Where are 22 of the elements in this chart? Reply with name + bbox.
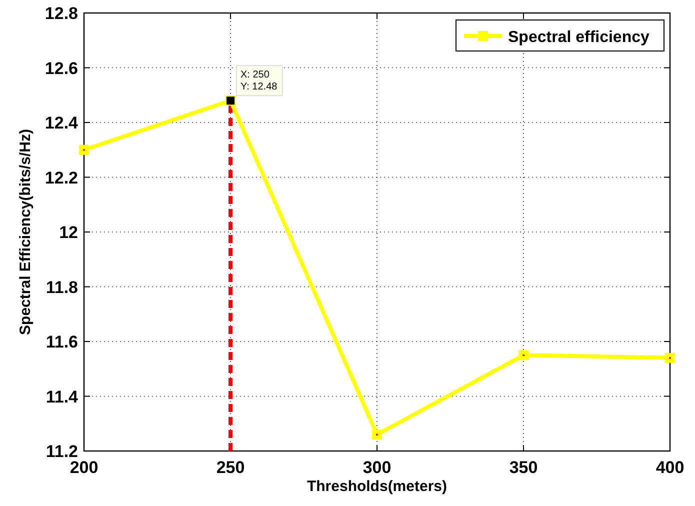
x-tick-label: 300 bbox=[362, 458, 392, 477]
x-axis-title: Thresholds(meters) bbox=[306, 478, 448, 495]
point bbox=[79, 144, 89, 155]
y-tick-label: 12.8 bbox=[44, 4, 78, 23]
x-tick-label: 250 bbox=[216, 458, 245, 477]
point bbox=[665, 352, 675, 363]
y-tick-label: 12.2 bbox=[44, 168, 78, 188]
y-tick-label: 11.2 bbox=[46, 442, 78, 461]
point bbox=[372, 430, 382, 440]
y-tick-label: 11.4 bbox=[46, 387, 79, 406]
y-tick-label: 12.6 bbox=[44, 58, 78, 78]
point bbox=[518, 350, 528, 360]
y-tick-label: 12 bbox=[59, 223, 78, 242]
x-tick-label: 200 bbox=[70, 458, 98, 477]
y-axis-title: Spectral Efficiency(bits/s/Hz) bbox=[17, 129, 34, 335]
y-tick-label: 11.8 bbox=[46, 278, 78, 297]
y-tick-label: 11.6 bbox=[46, 332, 78, 352]
x-tick-label: 400 bbox=[656, 458, 684, 477]
legend-label: Spectral efficiency bbox=[508, 29, 650, 46]
x-tick-label: 350 bbox=[509, 458, 538, 477]
annotation: X: 250 Y: 12.48 bbox=[240, 70, 278, 93]
y-tick-label: 12.4 bbox=[44, 114, 79, 132]
